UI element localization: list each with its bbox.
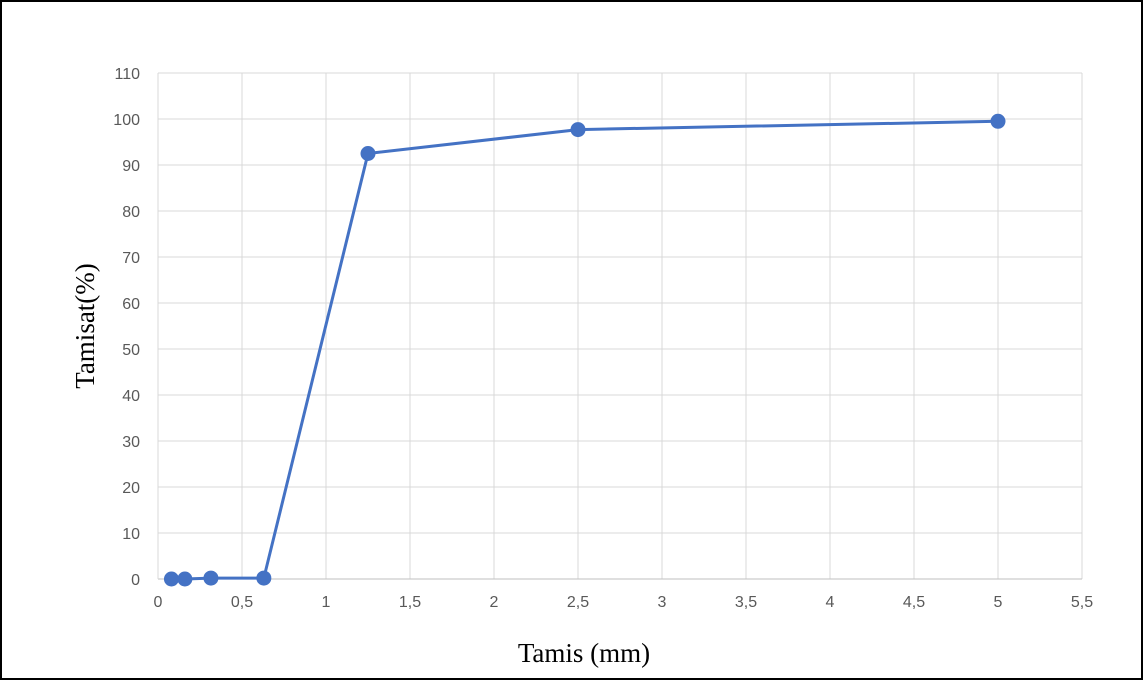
x-tick-label: 0 (154, 594, 163, 611)
data-point (990, 113, 1006, 129)
data-series (163, 113, 1006, 587)
y-tick-label: 50 (122, 342, 140, 359)
data-point (203, 570, 219, 586)
data-point (177, 571, 193, 587)
y-tick-label: 70 (122, 250, 140, 267)
y-tick-labels: 0 10 20 30 40 50 60 70 80 90 100 110 (113, 66, 140, 589)
y-axis-title: Tamisat(%) (70, 263, 100, 389)
x-tick-labels: 0 0,5 1 1,5 2 2,5 3 3,5 4 4,5 5 5,5 (154, 594, 1094, 611)
data-point (570, 122, 586, 138)
x-tick-label: 1 (322, 594, 331, 611)
y-tick-label: 100 (113, 112, 140, 129)
y-tick-label: 10 (122, 526, 140, 543)
x-tick-label: 2 (490, 594, 499, 611)
data-point (163, 571, 179, 587)
x-axis-title: Tamis (mm) (518, 638, 650, 668)
y-tick-label: 20 (122, 480, 140, 497)
x-tick-label: 5 (994, 594, 1003, 611)
gridlines (158, 72, 1083, 579)
data-point (256, 570, 272, 586)
x-tick-label: 3 (658, 594, 667, 611)
y-tick-label: 60 (122, 296, 140, 313)
axes (157, 73, 1082, 580)
x-tick-label: 4 (826, 594, 835, 611)
y-tick-label: 40 (122, 388, 140, 405)
x-tick-label: 0,5 (231, 594, 253, 611)
series-line (171, 119, 999, 581)
y-tick-label: 110 (114, 66, 140, 83)
y-tick-label: 80 (122, 204, 140, 221)
x-tick-label: 4,5 (903, 594, 925, 611)
x-tick-label: 1,5 (399, 594, 421, 611)
x-tick-label: 2,5 (567, 594, 589, 611)
x-tick-label: 3,5 (735, 594, 757, 611)
data-point (360, 146, 376, 161)
y-tick-label: 90 (122, 158, 140, 175)
y-tick-label: 0 (131, 572, 140, 589)
x-tick-label: 5,5 (1071, 594, 1093, 611)
y-tick-label: 30 (122, 434, 140, 451)
